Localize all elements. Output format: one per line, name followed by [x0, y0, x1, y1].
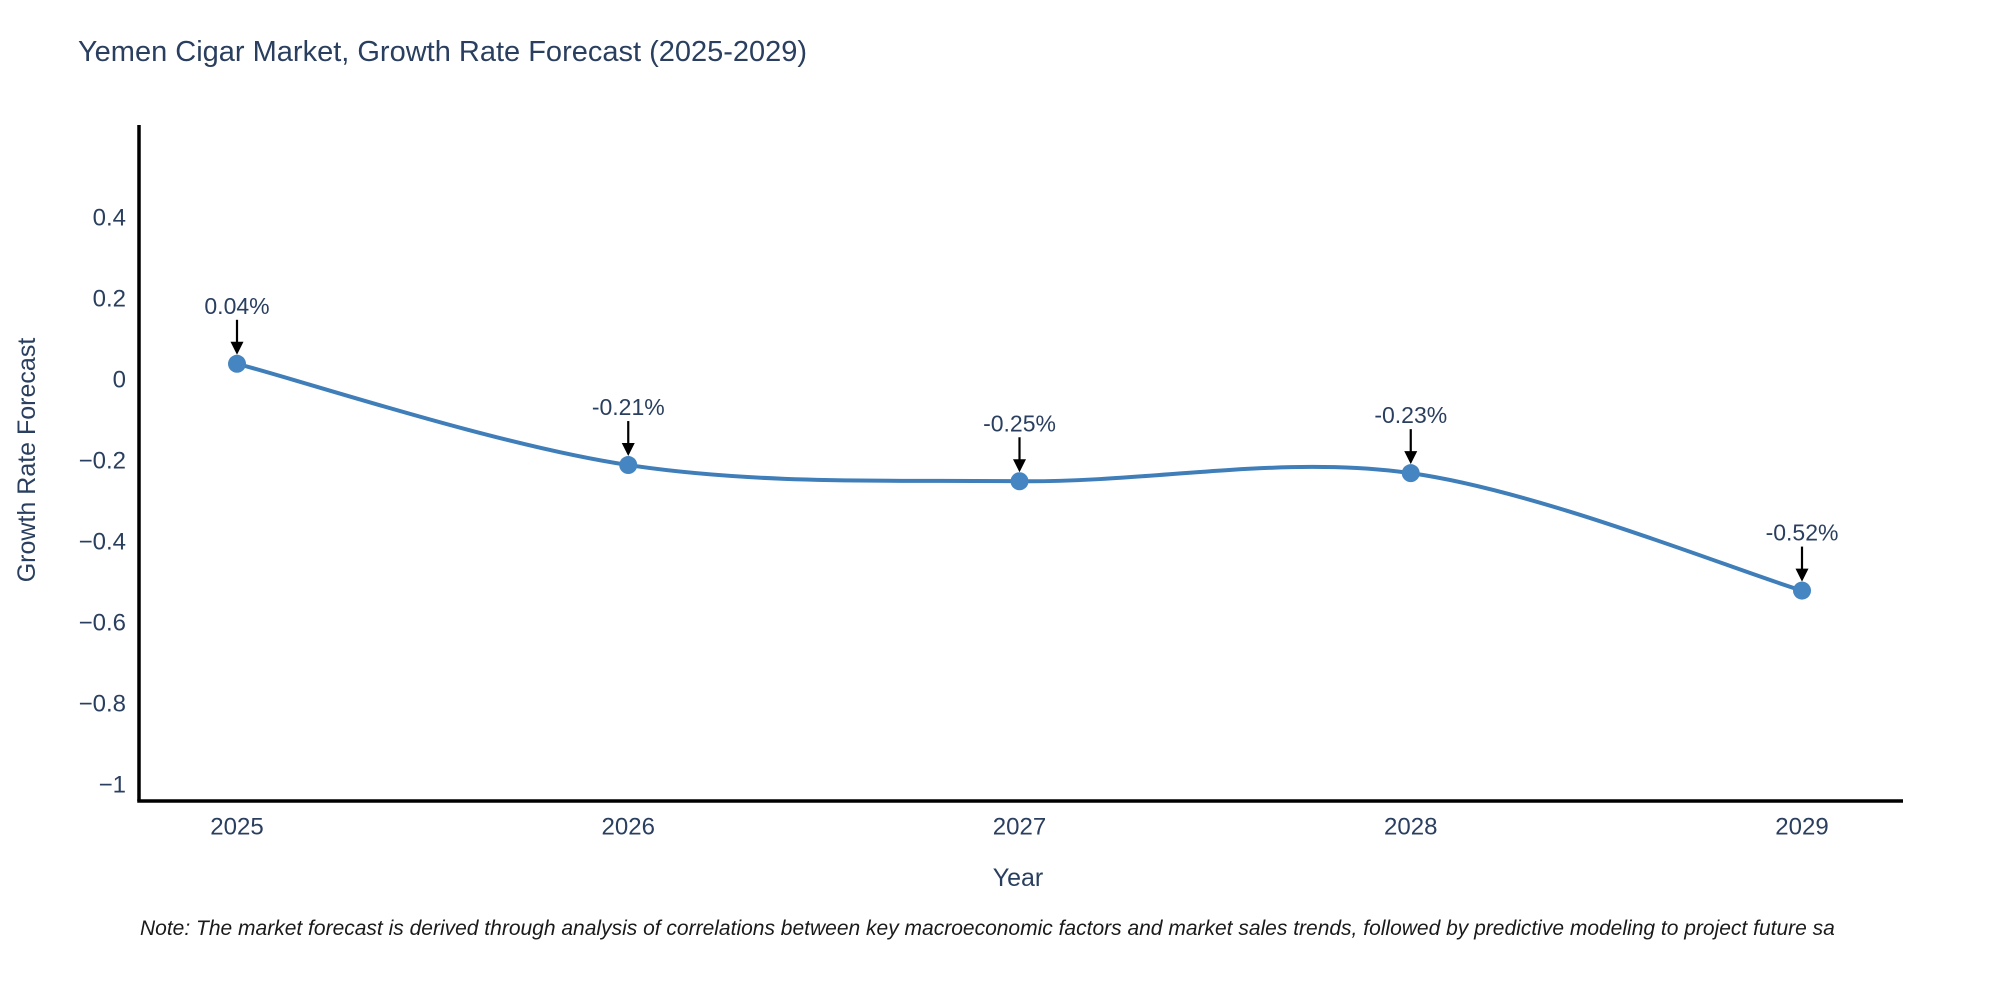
data-point-marker [1010, 472, 1029, 491]
data-point-marker [1793, 581, 1811, 600]
y-tick-label: −1 [99, 772, 126, 799]
y-tick-label: −0.8 [79, 691, 126, 718]
annotation-arrowhead [1404, 451, 1418, 465]
annotation-arrowhead [1013, 459, 1026, 473]
data-point-marker [228, 354, 246, 373]
footnote: Note: The market forecast is derived thr… [140, 917, 1835, 940]
point-value-label: -0.23% [1374, 402, 1447, 428]
annotation-arrowhead [1795, 568, 1809, 582]
growth-rate-series [228, 354, 1811, 600]
annotation-arrowhead [621, 443, 635, 457]
data-point-marker [619, 456, 638, 475]
x-tick-label: 2025 [210, 814, 263, 841]
x-tick-label: 2028 [1384, 814, 1437, 841]
y-axis-title: Growth Rate Forecast [13, 338, 41, 583]
point-annotations: 0.04% -0.21% -0.25% -0.23% -0.52% [204, 293, 1838, 582]
point-value-label: -0.52% [1766, 520, 1839, 546]
chart-title: Yemen Cigar Market, Growth Rate Forecast… [78, 36, 808, 68]
annotation-arrowhead [230, 341, 244, 355]
axes: 0.4 0.2 0 −0.2 −0.4 −0.6 −0.8 −1 2025 2026 2027 202… [79, 125, 1903, 841]
point-value-label: 0.04% [204, 293, 269, 319]
y-tick-label: 0 [113, 367, 126, 394]
y-tick-label: 0.2 [93, 286, 126, 313]
x-tick-label: 2026 [602, 814, 655, 841]
x-axis-title: Year [993, 864, 1044, 892]
point-value-label: -0.25% [983, 410, 1056, 436]
data-point-marker [1401, 464, 1420, 483]
y-tick-label: 0.4 [93, 205, 126, 232]
x-tick-label: 2027 [993, 814, 1046, 841]
x-tick-label: 2029 [1775, 814, 1828, 841]
point-value-label: -0.21% [592, 394, 665, 420]
y-tick-label: −0.2 [79, 448, 126, 475]
y-tick-label: −0.4 [79, 529, 126, 556]
y-tick-label: −0.6 [79, 610, 126, 637]
